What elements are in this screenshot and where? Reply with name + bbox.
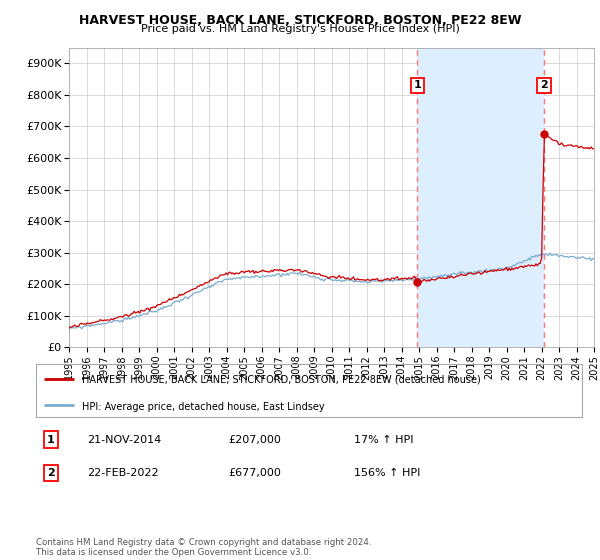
Text: 17% ↑ HPI: 17% ↑ HPI	[354, 435, 413, 445]
Text: HPI: Average price, detached house, East Lindsey: HPI: Average price, detached house, East…	[82, 402, 325, 412]
Text: 156% ↑ HPI: 156% ↑ HPI	[354, 468, 421, 478]
Text: Contains HM Land Registry data © Crown copyright and database right 2024.
This d: Contains HM Land Registry data © Crown c…	[36, 538, 371, 557]
Text: £207,000: £207,000	[228, 435, 281, 445]
Bar	[417, 48, 544, 347]
Text: £677,000: £677,000	[228, 468, 281, 478]
Text: Price paid vs. HM Land Registry's House Price Index (HPI): Price paid vs. HM Land Registry's House …	[140, 24, 460, 34]
Text: 1: 1	[47, 435, 55, 445]
Text: 21-NOV-2014: 21-NOV-2014	[87, 435, 161, 445]
Text: 2: 2	[540, 81, 548, 91]
Text: 1: 1	[413, 81, 421, 91]
Text: 22-FEB-2022: 22-FEB-2022	[87, 468, 158, 478]
Text: 2: 2	[47, 468, 55, 478]
Text: HARVEST HOUSE, BACK LANE, STICKFORD, BOSTON, PE22 8EW (detached house): HARVEST HOUSE, BACK LANE, STICKFORD, BOS…	[82, 375, 481, 385]
Text: HARVEST HOUSE, BACK LANE, STICKFORD, BOSTON, PE22 8EW: HARVEST HOUSE, BACK LANE, STICKFORD, BOS…	[79, 14, 521, 27]
